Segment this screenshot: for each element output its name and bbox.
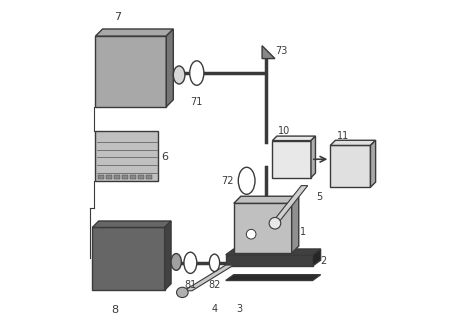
Polygon shape bbox=[312, 249, 320, 266]
Polygon shape bbox=[271, 186, 308, 224]
Text: 3: 3 bbox=[236, 304, 242, 314]
Polygon shape bbox=[273, 141, 311, 178]
Polygon shape bbox=[106, 175, 112, 179]
Polygon shape bbox=[95, 29, 173, 36]
Ellipse shape bbox=[176, 287, 188, 297]
Text: 10: 10 bbox=[277, 126, 290, 136]
Polygon shape bbox=[226, 249, 320, 255]
Polygon shape bbox=[292, 196, 299, 253]
Ellipse shape bbox=[190, 61, 204, 85]
Polygon shape bbox=[130, 175, 136, 179]
Polygon shape bbox=[138, 175, 144, 179]
Ellipse shape bbox=[210, 254, 219, 272]
Ellipse shape bbox=[173, 66, 185, 84]
Polygon shape bbox=[330, 140, 375, 145]
Text: 8: 8 bbox=[111, 305, 118, 315]
Polygon shape bbox=[146, 175, 152, 179]
Text: 82: 82 bbox=[208, 279, 221, 289]
Polygon shape bbox=[95, 36, 166, 107]
Polygon shape bbox=[226, 255, 312, 266]
Polygon shape bbox=[234, 196, 299, 203]
Polygon shape bbox=[262, 46, 275, 58]
Polygon shape bbox=[273, 136, 316, 141]
Text: 81: 81 bbox=[184, 279, 197, 289]
Polygon shape bbox=[95, 131, 158, 181]
Text: 71: 71 bbox=[191, 97, 203, 107]
Text: 72: 72 bbox=[221, 176, 234, 186]
Ellipse shape bbox=[238, 167, 255, 194]
Ellipse shape bbox=[246, 229, 256, 239]
Polygon shape bbox=[184, 265, 234, 291]
Text: 1: 1 bbox=[300, 227, 306, 237]
Polygon shape bbox=[98, 175, 104, 179]
Polygon shape bbox=[330, 145, 371, 187]
Polygon shape bbox=[122, 175, 128, 179]
Polygon shape bbox=[114, 175, 120, 179]
Text: 11: 11 bbox=[337, 131, 349, 141]
Polygon shape bbox=[166, 29, 173, 107]
Text: 2: 2 bbox=[320, 256, 327, 266]
Text: 4: 4 bbox=[211, 304, 218, 314]
Text: 73: 73 bbox=[275, 46, 288, 56]
Polygon shape bbox=[234, 203, 292, 253]
Ellipse shape bbox=[184, 252, 197, 274]
Polygon shape bbox=[92, 221, 171, 227]
Polygon shape bbox=[311, 136, 316, 178]
Ellipse shape bbox=[171, 254, 182, 270]
Polygon shape bbox=[371, 140, 375, 187]
Polygon shape bbox=[226, 275, 320, 280]
Polygon shape bbox=[164, 221, 171, 290]
Text: 7: 7 bbox=[114, 12, 121, 22]
Text: 6: 6 bbox=[162, 152, 168, 162]
Polygon shape bbox=[92, 227, 164, 290]
Text: 5: 5 bbox=[316, 192, 322, 202]
Ellipse shape bbox=[269, 217, 281, 229]
